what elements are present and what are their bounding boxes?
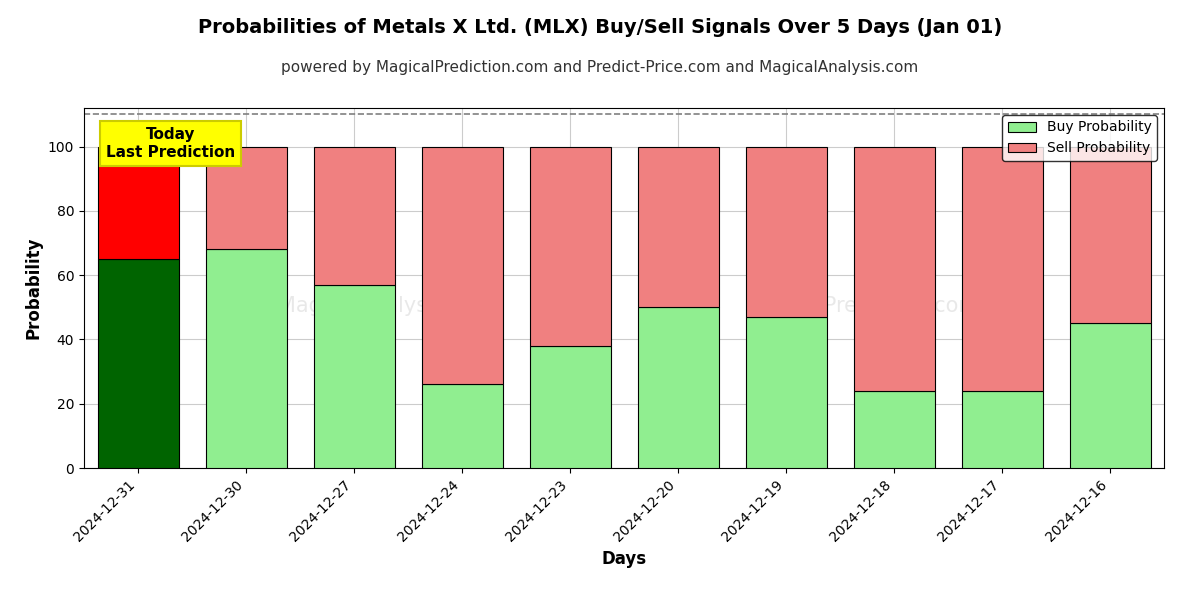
Bar — [637, 307, 719, 468]
Bar — [529, 346, 611, 468]
Bar — [637, 146, 719, 307]
Bar — [421, 146, 503, 385]
Bar — [97, 146, 179, 259]
Bar — [745, 146, 827, 317]
Bar — [961, 391, 1043, 468]
Bar — [853, 146, 935, 391]
X-axis label: Days: Days — [601, 550, 647, 568]
Bar — [97, 259, 179, 468]
Bar — [529, 146, 611, 346]
Bar — [313, 146, 395, 285]
Bar — [961, 146, 1043, 391]
Text: Probabilities of Metals X Ltd. (MLX) Buy/Sell Signals Over 5 Days (Jan 01): Probabilities of Metals X Ltd. (MLX) Buy… — [198, 18, 1002, 37]
Bar — [1069, 323, 1151, 468]
Bar — [205, 250, 287, 468]
Bar — [853, 391, 935, 468]
Text: MagicalAnalysis.com: MagicalAnalysis.com — [278, 296, 494, 316]
Y-axis label: Probability: Probability — [24, 237, 42, 339]
Text: Today
Last Prediction: Today Last Prediction — [106, 127, 235, 160]
Bar — [205, 146, 287, 250]
Bar — [313, 285, 395, 468]
Text: MagicalPrediction.com: MagicalPrediction.com — [744, 296, 979, 316]
Bar — [745, 317, 827, 468]
Text: powered by MagicalPrediction.com and Predict-Price.com and MagicalAnalysis.com: powered by MagicalPrediction.com and Pre… — [281, 60, 919, 75]
Legend: Buy Probability, Sell Probability: Buy Probability, Sell Probability — [1002, 115, 1157, 161]
Bar — [1069, 146, 1151, 323]
Bar — [421, 385, 503, 468]
